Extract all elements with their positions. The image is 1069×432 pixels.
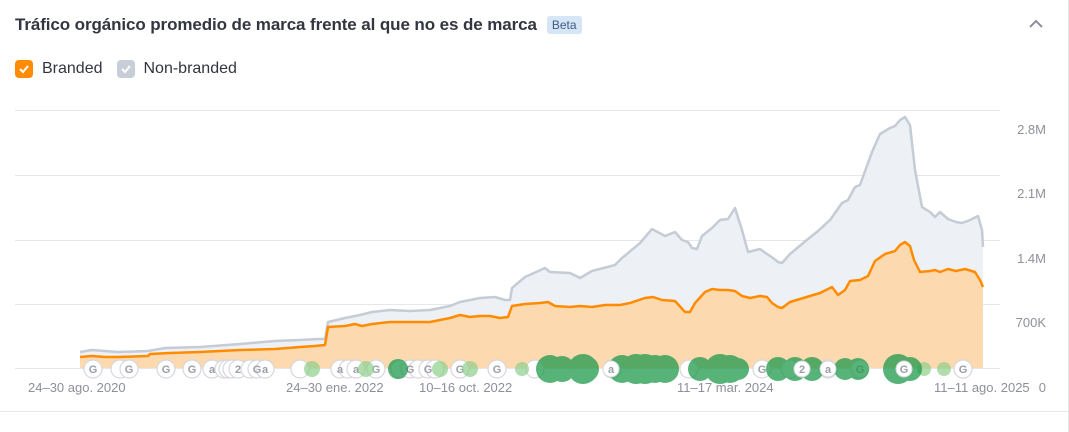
svg-text:G: G [424,364,433,376]
card-header: Tráfico orgánico promedio de marca frent… [15,15,582,35]
svg-text:G: G [493,364,502,376]
svg-text:a: a [825,364,832,376]
legend-branded-toggle[interactable]: Branded [15,60,103,78]
legend-label: Non-branded [143,60,237,77]
svg-text:a: a [209,364,216,376]
svg-text:G: G [89,364,98,376]
nonbranded-line [79,115,985,354]
x-tick: 10–16 oct. 2022 [419,380,513,395]
marker-green-light [304,361,951,377]
divider [0,411,1069,412]
svg-text:G: G [900,364,909,376]
svg-text:G: G [406,364,415,376]
beta-badge: Beta [546,16,582,34]
svg-text:a: a [353,364,360,376]
svg-text:a: a [337,364,344,376]
x-tick: 11–11 ago. 2025 [934,380,1030,395]
legend-label: Branded [42,60,103,77]
y-tick: 0 [1038,380,1046,395]
svg-text:G: G [162,364,171,376]
svg-text:2: 2 [235,364,241,376]
chart-legend: Branded Non-branded [15,60,251,78]
y-tick: 700K [1015,315,1046,330]
svg-text:G: G [125,364,134,376]
y-tick: 2.8M [1017,122,1046,137]
checkbox-checked-icon[interactable] [116,60,135,78]
x-tick: 24–30 ene. 2022 [286,380,384,395]
svg-text:G: G [188,364,197,376]
svg-text:G: G [456,364,465,376]
svg-text:G: G [372,364,381,376]
checkbox-checked-icon[interactable] [15,60,33,78]
marker-green [388,354,922,384]
x-tick: 24–30 ago. 2020 [28,380,126,395]
svg-text:a: a [608,364,615,376]
card-title: Tráfico orgánico promedio de marca frent… [15,15,537,34]
branded-line [79,240,985,359]
y-tick: 2.1M [1017,186,1046,201]
svg-text:2: 2 [799,364,805,376]
svg-text:G: G [758,364,767,376]
svg-text:a: a [262,364,269,376]
x-tick: 11–17 mar. 2024 [677,380,774,395]
y-tick: 1.4M [1017,251,1046,266]
chevron-up-icon[interactable] [1026,14,1046,34]
svg-text:G: G [959,364,968,376]
svg-text:G: G [253,364,262,376]
branded-area [80,242,983,368]
legend-nonbranded-toggle[interactable]: Non-branded [116,60,237,78]
